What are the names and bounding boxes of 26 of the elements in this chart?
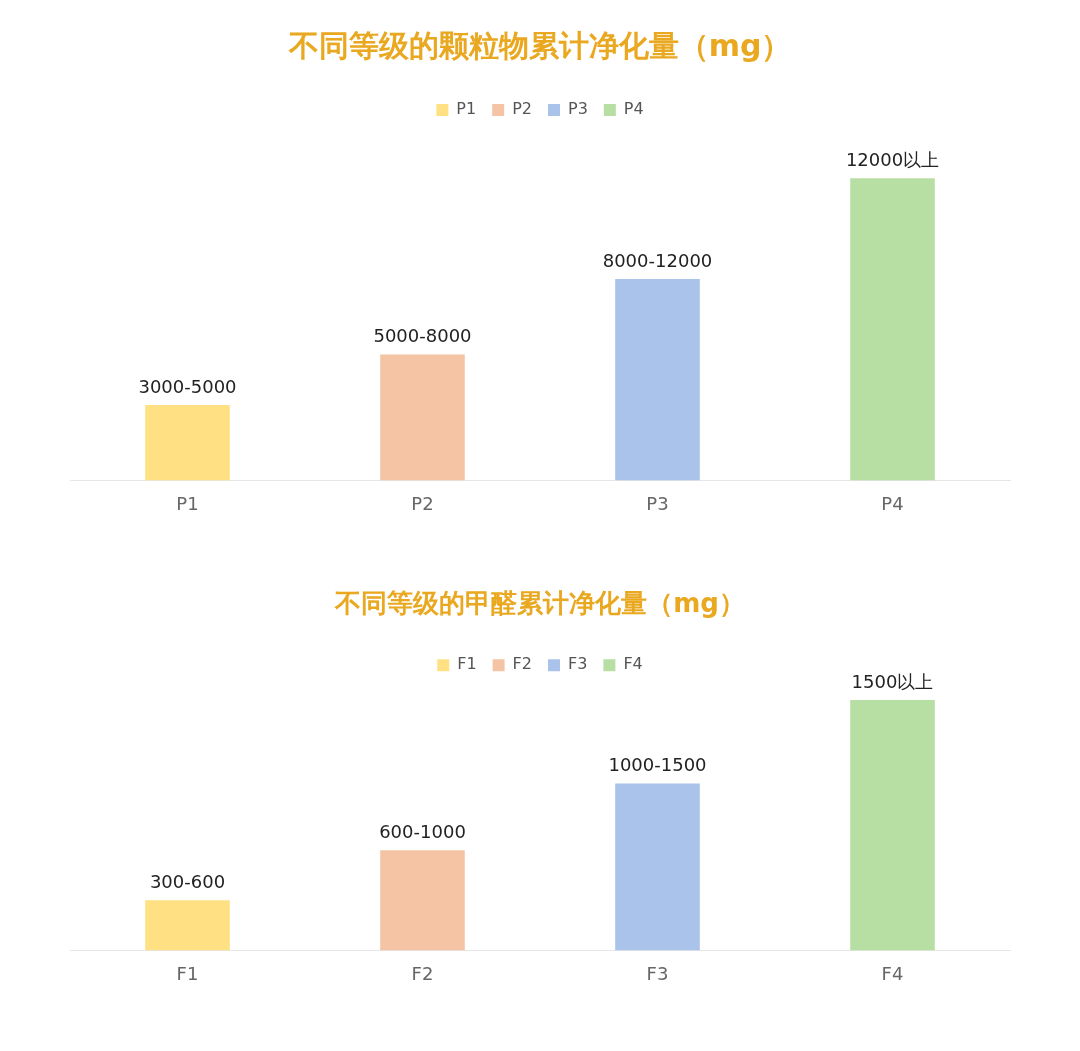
data-label: 12000以上: [845, 149, 940, 171]
data-label: 600-1000: [379, 820, 466, 842]
chart-title: 不同等级的颗粒物累计净化量（mg）: [287, 27, 792, 63]
data-label: 1500以上: [851, 670, 934, 692]
x-tick-label: P1: [176, 492, 199, 514]
data-label: 300-600: [149, 870, 226, 892]
legend-label: F3: [568, 654, 588, 674]
x-tick-label: F4: [881, 962, 904, 984]
x-tick-label: P3: [646, 492, 669, 514]
x-tick-label: P4: [881, 492, 904, 514]
data-label: 8000-12000: [602, 249, 713, 271]
data-label: 3000-5000: [138, 375, 237, 397]
x-tick-label: F2: [411, 962, 434, 984]
legend-label: P3: [568, 99, 588, 119]
legend-label: F2: [512, 654, 533, 674]
legend-label: P1: [456, 99, 477, 119]
legend-label: P4: [623, 99, 644, 119]
legend-label: F4: [623, 654, 643, 674]
legend-label: P2: [512, 99, 532, 119]
data-label: 5000-8000: [373, 325, 472, 347]
data-label: 1000-1500: [608, 754, 707, 776]
x-tick-label: P2: [411, 492, 434, 514]
legend-label: F1: [457, 654, 477, 674]
chart-title: 不同等级的甲醛累计净化量（mg）: [334, 588, 745, 619]
x-tick-label: F1: [176, 962, 199, 984]
x-tick-label: F3: [646, 962, 669, 984]
